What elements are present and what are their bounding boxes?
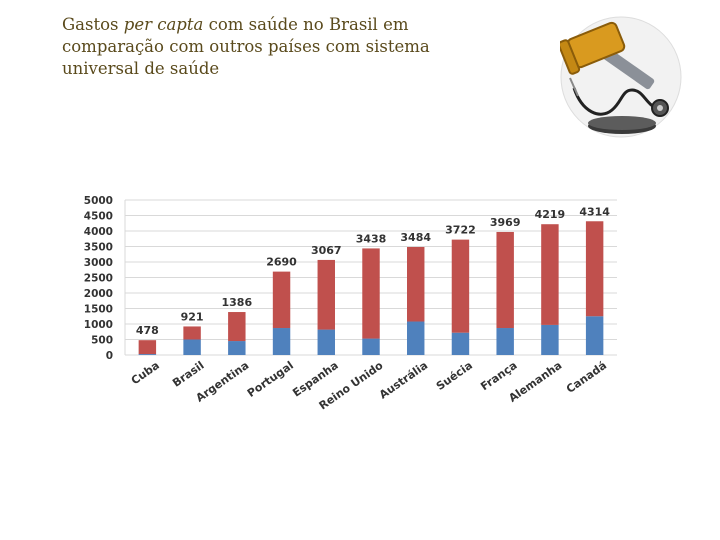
bar-segment-upper	[272, 271, 291, 329]
bar-segment-upper	[317, 259, 335, 330]
bar-segment-upper	[585, 221, 604, 317]
gavel-and-stethoscope-icon	[560, 16, 682, 138]
data-label: 3438	[356, 232, 387, 245]
category-label: Brasil	[170, 359, 206, 390]
bar-segment-lower	[541, 324, 559, 355]
category-label: Cuba	[129, 359, 162, 388]
bar-segment-lower	[272, 328, 291, 355]
y-tick-label: 4500	[84, 211, 113, 223]
bar-segment-lower	[317, 329, 335, 355]
bar-segment-upper	[451, 239, 470, 333]
category-label: Austrália	[377, 359, 430, 402]
bar-segment-lower	[451, 332, 470, 355]
data-label: 4219	[535, 208, 566, 221]
y-tick-label: 4000	[84, 226, 113, 238]
data-label: 3484	[400, 231, 431, 244]
bar-segment-lower	[362, 338, 380, 355]
data-label: 921	[181, 310, 204, 323]
y-tick-label: 500	[91, 335, 113, 347]
bar-chart: 0 500 1000 1500 2000 2500 3000 3500 4000 4500 5000…	[84, 195, 617, 412]
bar-segment-upper	[496, 231, 514, 329]
data-label: 3722	[445, 224, 476, 237]
bar-segment-upper	[362, 248, 380, 339]
bar-segment-lower	[496, 328, 514, 355]
y-tick-label: 1500	[84, 304, 113, 316]
bar-segment-lower	[407, 321, 425, 355]
data-label: 3067	[311, 244, 342, 257]
bar-segment-lower	[138, 354, 157, 355]
bar-segment-upper	[228, 312, 246, 342]
title-italic: per capta	[123, 15, 204, 34]
bar-segment-lower	[585, 316, 604, 355]
data-label: 4314	[579, 205, 610, 218]
data-label: 2690	[266, 256, 297, 269]
bar-segment-upper	[407, 246, 425, 322]
bar-segment-upper	[138, 340, 157, 355]
y-tick-label: 1000	[84, 319, 113, 331]
y-tick-label: 2000	[84, 288, 113, 300]
title-part1: Gastos	[62, 15, 124, 34]
data-label: 1386	[222, 296, 253, 309]
y-tick-label: 0	[106, 350, 113, 362]
category-label: Canadá	[564, 359, 609, 396]
y-tick-label: 3500	[84, 242, 113, 254]
y-tick-label: 2500	[84, 273, 113, 285]
data-label: 3969	[490, 216, 521, 229]
category-label: Suécia	[434, 359, 475, 393]
y-tick-label: 3000	[84, 257, 113, 269]
category-label: Portugal	[245, 359, 296, 400]
bar-segment-lower	[228, 341, 246, 355]
slide-title: Gastos per capta com saúde no Brasil em …	[62, 14, 482, 80]
y-tick-label: 5000	[84, 195, 113, 207]
bar-segment-lower	[183, 339, 201, 355]
bar-segment-upper	[541, 224, 559, 325]
title-part2: com saúde no Brasil em comparação com ou…	[62, 15, 430, 78]
bar-segment-upper	[183, 326, 201, 340]
data-label: 478	[136, 324, 159, 337]
